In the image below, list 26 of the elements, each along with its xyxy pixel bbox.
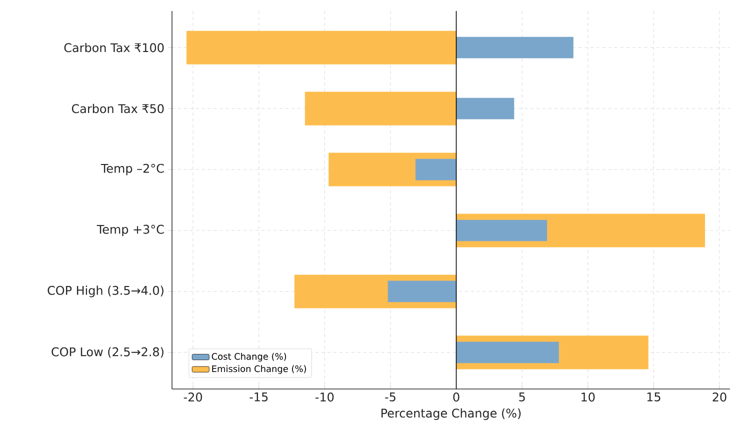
x-tick-label: 15 [647,392,660,402]
x-tick-label: 10 [582,392,595,402]
x-tick-label: -10 [315,392,334,402]
bar [456,36,574,58]
bar [415,158,456,180]
bar [186,30,456,64]
y-tick-label: COP High (3.5→4.0) [48,286,164,298]
y-tick-label: Carbon Tax ₹100 [64,42,164,52]
bar [456,342,559,364]
y-tick-label: Temp –2°C [100,164,164,176]
legend-label: Emission Change (%) [212,365,306,374]
bar [456,98,514,120]
y-tick-label: Carbon Tax ₹50 [72,104,164,114]
x-tick-label: -20 [184,392,202,402]
bar [456,220,548,242]
bar [304,92,456,126]
x-tick-label: -5 [385,392,396,402]
legend-label: Cost Change (%) [212,352,286,362]
bar [388,280,456,302]
x-tick-label: -15 [250,392,268,402]
x-tick-label: 0 [453,392,460,402]
x-axis-title: Percentage Change (%) [382,408,521,420]
y-tick-label: Temp +3°C [96,224,164,236]
y-tick-label: COP Low (2.5→2.8) [52,347,164,358]
x-tick-label: 5 [519,392,525,402]
x-tick-label: 20 [712,392,726,402]
